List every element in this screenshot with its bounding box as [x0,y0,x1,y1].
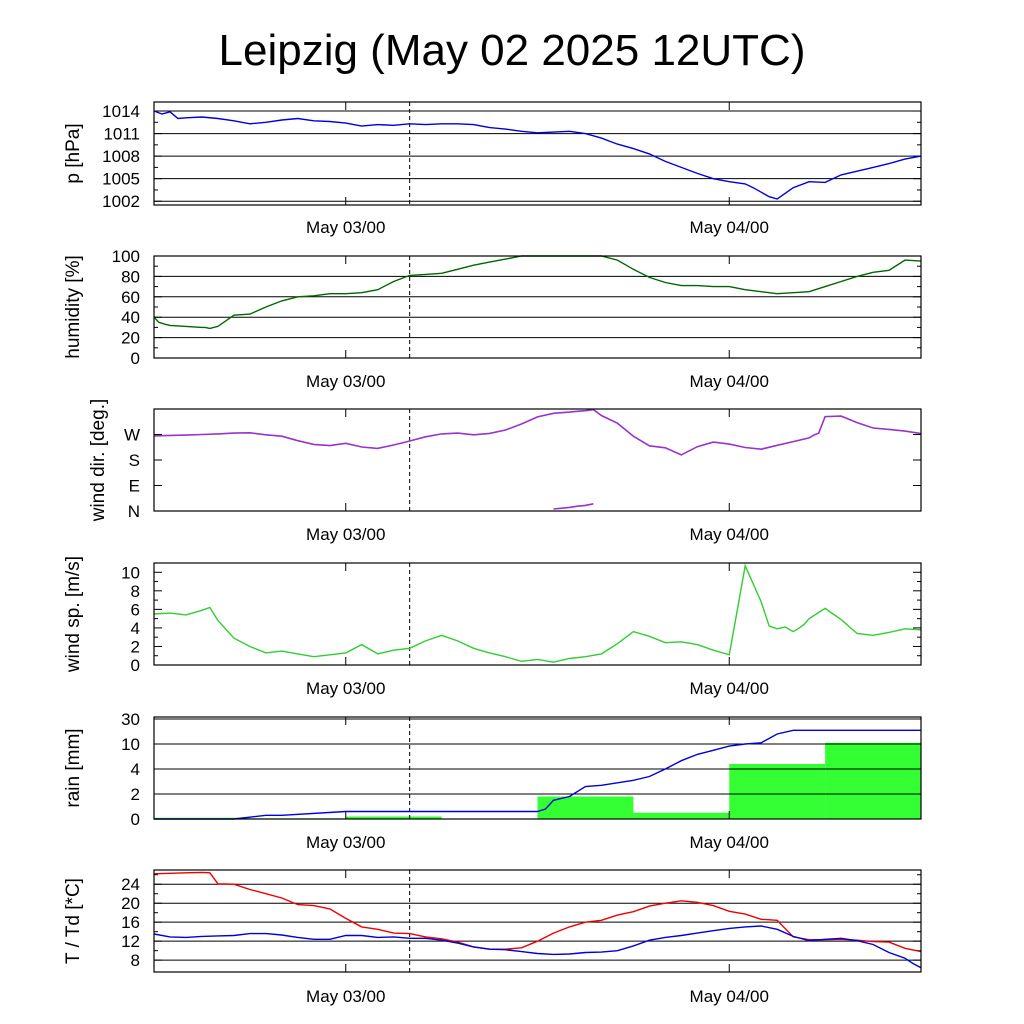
y-tick-label: 4 [131,760,140,779]
y-tick-label: 8 [131,951,140,970]
y-tick-label: 40 [121,308,140,327]
x-tick-label: May 04/00 [690,679,769,698]
panel-frame [153,101,922,206]
temperature-line [153,871,922,953]
x-tick-label: May 03/00 [306,525,385,544]
y-tick-label: 20 [121,329,140,348]
y-axis-label: rain [mm] [63,728,84,807]
rain-bar [729,764,826,819]
y-tick-label: S [129,451,140,470]
wind-direction-series [153,408,922,456]
y-axis-label: p [hPa] [63,123,84,183]
x-tick-label: May 03/00 [306,218,385,237]
y-tick-label: N [128,502,140,521]
x-tick-label: May 03/00 [306,372,385,391]
panel-frame [153,716,922,820]
y-tick-label: 8 [131,582,140,601]
y-tick-label: 2 [131,637,140,656]
y-tick-label: 1002 [102,192,140,211]
x-tick-label: May 03/00 [306,679,385,698]
rain-bar [345,816,442,819]
y-tick-label: 10 [121,735,140,754]
x-tick-label: May 04/00 [690,218,769,237]
x-tick-label: May 03/00 [306,833,385,852]
panel-frame [153,869,922,973]
y-tick-label: 80 [121,267,140,286]
y-tick-label: 60 [121,288,140,307]
y-tick-label: 1005 [102,170,140,189]
rain-bar [537,796,634,819]
rain-bar [825,742,921,819]
data-line [153,563,922,663]
rain-bar [633,812,730,819]
y-tick-label: 2 [131,785,140,804]
y-tick-label: 4 [131,619,140,638]
y-axis-label: wind sp. [m/s] [63,556,84,673]
rain-accumulated-line [154,729,921,820]
data-line [153,255,922,330]
y-axis-label: humidity [%] [63,255,84,358]
dewpoint-line [153,925,922,969]
data-line [153,110,922,200]
y-tick-label: 16 [121,913,140,932]
y-tick-label: E [129,477,140,496]
y-tick-label: 24 [121,875,140,894]
wind-direction-wrap-series [553,503,594,510]
y-tick-label: 0 [131,656,140,675]
x-tick-label: May 03/00 [306,987,385,1006]
y-tick-label: 1008 [102,147,140,166]
x-tick-label: May 04/00 [690,833,769,852]
y-tick-label: 6 [131,600,140,619]
y-tick-label: W [124,426,140,445]
panel-frame [153,408,922,512]
y-tick-label: 12 [121,932,140,951]
y-tick-label: 30 [121,710,140,729]
panel-frame [153,562,922,666]
y-tick-label: 100 [112,247,140,266]
panel-frame [153,255,922,359]
y-axis-label: T / Td [*C] [63,878,84,964]
y-tick-label: 10 [121,563,140,582]
y-tick-label: 20 [121,894,140,913]
y-tick-label: 0 [131,810,140,829]
y-tick-label: 0 [131,349,140,368]
y-tick-label: 1014 [102,102,140,121]
x-tick-label: May 04/00 [690,525,769,544]
x-tick-label: May 04/00 [690,372,769,391]
y-axis-label: wind dir. [deg.] [88,399,109,523]
chart-title: Leipzig (May 02 2025 12UTC) [218,26,806,75]
y-tick-label: 1011 [103,125,140,144]
x-tick-label: May 04/00 [690,987,769,1006]
